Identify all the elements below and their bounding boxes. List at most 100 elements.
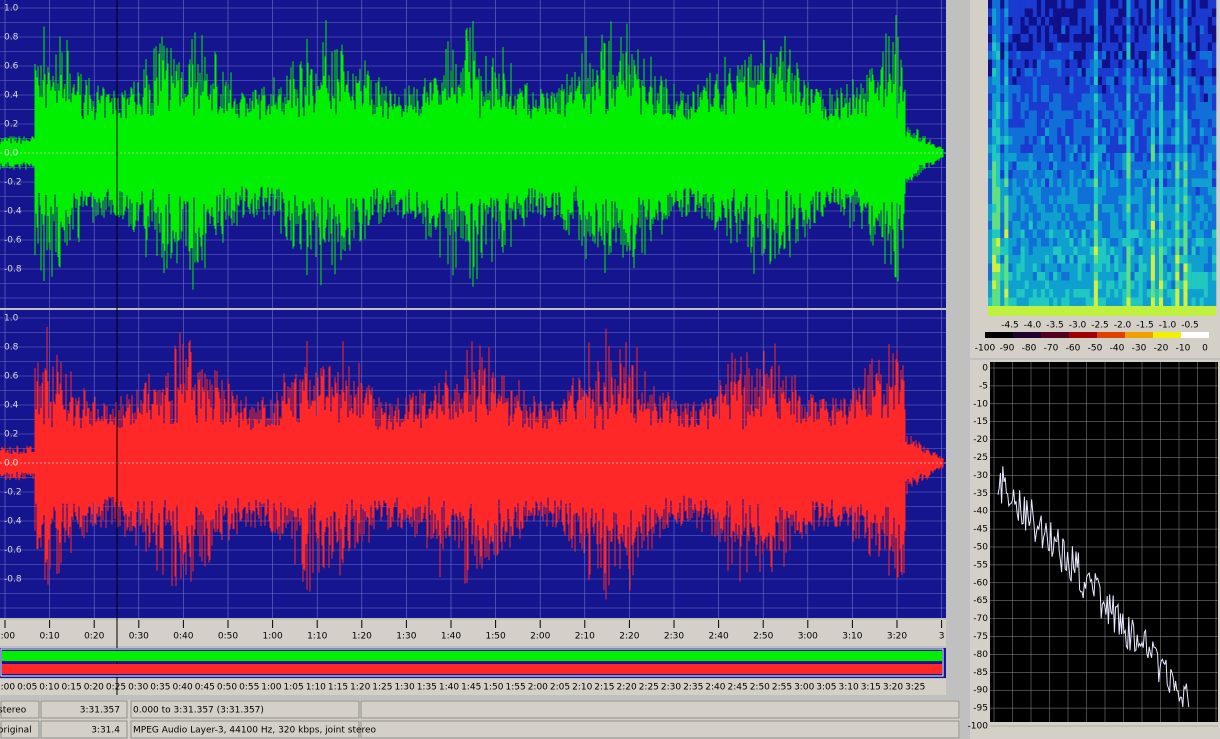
spectrogram-cell bbox=[1065, 85, 1070, 94]
overview-time-label: 0:25 bbox=[106, 683, 126, 693]
overview-view[interactable] bbox=[0, 648, 944, 677]
spectrogram-cell bbox=[1012, 221, 1017, 230]
spectrogram-cell bbox=[1020, 280, 1025, 290]
spectrogram-cell bbox=[1045, 161, 1050, 171]
spectrogram-cell bbox=[1028, 59, 1034, 69]
spectrogram-cell bbox=[1146, 229, 1152, 239]
spectrogram-cell bbox=[1040, 110, 1046, 120]
spectrogram-cell bbox=[1012, 25, 1017, 35]
spectrogram-cell bbox=[1053, 161, 1058, 171]
spectrogram-cell bbox=[1175, 153, 1180, 162]
spectrogram-cell bbox=[1004, 229, 1009, 239]
spectrogram-cell bbox=[1154, 153, 1160, 162]
spectrogram-cell bbox=[1077, 170, 1082, 179]
spectrogram-cell bbox=[1045, 178, 1050, 188]
spectrogram-cell bbox=[1057, 221, 1062, 230]
spectrogram-cell bbox=[1081, 127, 1087, 137]
spectrogram-cell bbox=[1089, 0, 1095, 9]
spectrogram-cell bbox=[1093, 144, 1099, 154]
spectrogram-cell bbox=[1028, 170, 1034, 179]
spectrogram-cell bbox=[1203, 170, 1209, 179]
spectrogram-cell bbox=[1134, 246, 1139, 256]
spectrogram-cell bbox=[992, 76, 997, 86]
spectrogram-cell bbox=[1024, 42, 1030, 52]
spectrogram-cell bbox=[1049, 263, 1054, 273]
spectrogram-cell bbox=[1069, 272, 1074, 281]
spectrogram-cell bbox=[1069, 136, 1074, 145]
spectrogram-cell bbox=[1008, 0, 1013, 9]
spectrogram-cell bbox=[1053, 76, 1058, 86]
spectrogram-cell bbox=[1004, 102, 1009, 111]
spectrogram-cell bbox=[1016, 297, 1021, 307]
spectrogram-cell bbox=[1175, 85, 1180, 94]
spectrogram-cell bbox=[1008, 144, 1013, 154]
spectrogram-cell bbox=[988, 93, 993, 103]
spectrogram-cell bbox=[1191, 161, 1196, 171]
spectrogram-cell bbox=[1146, 280, 1152, 290]
spectrogram-cell bbox=[1049, 42, 1054, 52]
spectrogram-cell bbox=[1106, 102, 1111, 111]
spectrogram-cell bbox=[1085, 34, 1091, 43]
status-text: 3:31.357 bbox=[80, 706, 120, 716]
spectrogram-cell bbox=[1053, 93, 1058, 103]
spectrogram-cell bbox=[1163, 68, 1168, 77]
spectrogram-cell bbox=[1073, 212, 1078, 222]
spectrogram-cell bbox=[1187, 136, 1192, 145]
spectrogram-cell bbox=[1093, 204, 1099, 213]
spectrogram-cell bbox=[1130, 119, 1135, 128]
spectrogram-cell bbox=[1118, 25, 1123, 35]
spectrogram-cell bbox=[1122, 289, 1127, 298]
spectrogram-cell bbox=[1167, 76, 1172, 86]
spectrogram-cell bbox=[1118, 119, 1123, 128]
spectrogram-cell bbox=[1159, 102, 1164, 111]
spectrogram-cell bbox=[1097, 144, 1103, 154]
spectrogram-cell bbox=[1053, 170, 1058, 179]
spectrogram-cell bbox=[1065, 119, 1070, 128]
spectrogram-cell bbox=[1114, 238, 1119, 247]
spectrogram-cell bbox=[1130, 187, 1135, 196]
spectrogram-cell bbox=[1085, 42, 1091, 52]
spectrogram-cell bbox=[1187, 8, 1192, 18]
overview-ruler bbox=[0, 679, 946, 695]
spectrogram-cell bbox=[1008, 8, 1013, 18]
spectrogram-cell bbox=[1081, 0, 1087, 9]
spectrogram-cell bbox=[1057, 0, 1062, 9]
spectrogram-cell bbox=[1126, 76, 1131, 86]
splitter[interactable] bbox=[948, 0, 968, 739]
spectrogram-cell bbox=[1130, 0, 1135, 9]
spectrogram-cell bbox=[992, 119, 997, 128]
spectrogram-cell bbox=[1000, 178, 1005, 188]
spectrogram-cell bbox=[1142, 136, 1148, 145]
spectrogram-cell bbox=[1150, 102, 1156, 111]
spectrogram-cell bbox=[1057, 119, 1062, 128]
spectrogram-cell bbox=[1163, 255, 1168, 264]
spectrogram-cell bbox=[1073, 119, 1078, 128]
spectrogram-cell bbox=[1077, 161, 1082, 171]
spectrogram-cell bbox=[1191, 93, 1196, 103]
spectrogram-cell bbox=[1032, 119, 1038, 128]
spectrogram-cell bbox=[1142, 0, 1148, 9]
spectrogram-cell bbox=[1065, 8, 1070, 18]
spectrogram-cell bbox=[1032, 110, 1038, 120]
spectrogram-cell bbox=[1045, 246, 1050, 256]
spectrogram-cell bbox=[1032, 280, 1038, 290]
spectrogram-cell bbox=[1163, 170, 1168, 179]
spectrogram-cell bbox=[1150, 178, 1156, 188]
spectrogram-cell bbox=[1069, 187, 1074, 196]
spectrogram-cell bbox=[992, 59, 997, 69]
spectrogram-cell bbox=[1008, 59, 1013, 69]
spectrogram-cell bbox=[996, 17, 1001, 26]
spectrogram-cell bbox=[1199, 34, 1205, 43]
spectrogram-cell bbox=[1159, 221, 1164, 230]
spectrogram-cell bbox=[1057, 153, 1062, 162]
spectrogram-cell bbox=[1126, 136, 1131, 145]
spectrogram-cell bbox=[1020, 110, 1025, 120]
spectrogram-cell bbox=[1114, 187, 1119, 196]
spectrogram-cell bbox=[1053, 0, 1058, 9]
spectrogram-cell bbox=[1126, 289, 1131, 298]
spectrogram-cell bbox=[1004, 8, 1009, 18]
spectrogram-cell bbox=[1150, 238, 1156, 247]
spectrogram-cell bbox=[1207, 297, 1213, 307]
spectrogram-cell bbox=[1097, 25, 1103, 35]
spectrogram-cell bbox=[1073, 246, 1078, 256]
